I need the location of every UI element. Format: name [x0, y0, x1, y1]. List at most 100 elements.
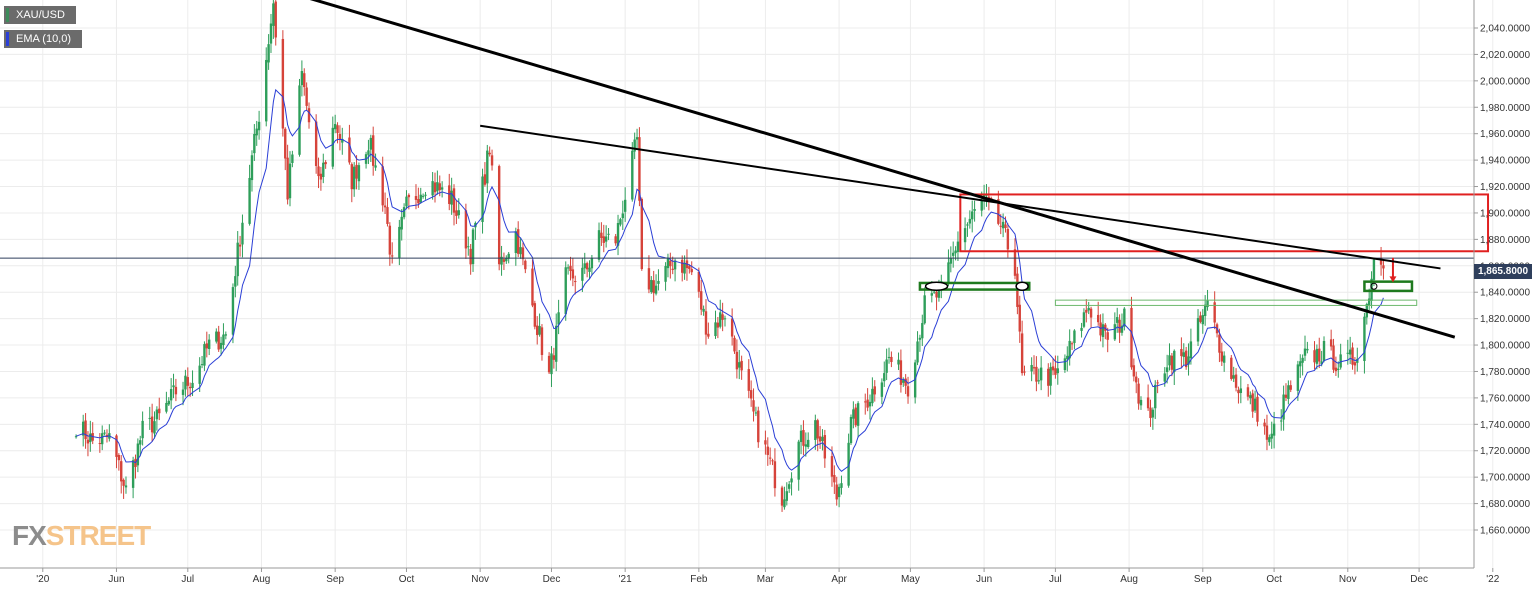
candle-body	[207, 339, 211, 349]
candle-body	[935, 291, 938, 298]
candle-body	[507, 253, 510, 259]
x-tick-label: Nov	[471, 574, 489, 585]
candle-body	[84, 420, 87, 440]
candle-body	[319, 173, 323, 180]
candle-body	[153, 421, 156, 434]
candle-body	[1272, 423, 1276, 436]
candle-body	[1356, 358, 1359, 363]
candle-body	[338, 134, 342, 141]
y-tick-label: 2,040.0000	[1480, 24, 1530, 35]
y-tick-label: 2,020.0000	[1480, 50, 1530, 61]
candle-body	[980, 199, 983, 211]
candle-body	[341, 138, 344, 143]
candle-body	[702, 308, 705, 312]
candle-body	[621, 213, 624, 219]
candle-body	[131, 460, 135, 488]
candle-body	[1070, 343, 1074, 345]
candle-body	[654, 285, 658, 294]
candle-body	[1249, 395, 1252, 399]
candle-body	[973, 209, 976, 211]
y-tick-label: 1,820.0000	[1480, 314, 1530, 325]
candle-body	[899, 360, 903, 385]
legend-indicator[interactable]: EMA (10,0)	[4, 30, 82, 48]
candle-body	[514, 231, 518, 253]
candle-body	[369, 137, 373, 150]
candle-body	[1367, 298, 1371, 306]
candle-body	[219, 342, 223, 349]
candle-body	[424, 194, 427, 196]
candle-body	[716, 322, 720, 328]
candle-body	[614, 236, 617, 244]
candle-body	[766, 446, 769, 455]
candle-body	[997, 199, 1000, 224]
candle-body	[1106, 332, 1109, 340]
support-zone	[1363, 280, 1414, 293]
candle-body	[1296, 364, 1300, 391]
candle-body	[747, 369, 750, 391]
candle-body	[623, 199, 627, 212]
x-tick-label: May	[901, 574, 920, 585]
y-tick-label: 1,920.0000	[1480, 182, 1530, 193]
candle-body	[236, 242, 239, 277]
legend-symbol[interactable]: XAU/USD	[4, 6, 76, 24]
candle-body	[583, 263, 586, 269]
candle-body	[1322, 340, 1326, 361]
candle-body	[452, 188, 456, 213]
y-tick-label: 2,000.0000	[1480, 76, 1530, 87]
candle-body	[286, 157, 289, 200]
legend-symbol-label: XAU/USD	[16, 9, 65, 21]
zone-marker	[924, 281, 949, 292]
candle-body	[357, 165, 361, 182]
candle-body	[1206, 300, 1209, 308]
candle-body	[1196, 318, 1200, 342]
candle-body	[1032, 367, 1036, 369]
candle-body	[714, 322, 717, 337]
candle-body	[883, 373, 886, 382]
candle-body	[1051, 366, 1055, 371]
candle-body	[536, 325, 539, 336]
x-tick-label: Aug	[253, 574, 271, 585]
candle-body	[291, 154, 294, 164]
candle-body	[785, 491, 789, 501]
candle-body	[519, 247, 522, 255]
candle-body	[830, 456, 834, 477]
candle-body	[1230, 357, 1233, 379]
candle-body	[464, 210, 468, 249]
candle-body	[690, 269, 693, 273]
candle-body	[1130, 307, 1133, 368]
candle-body	[1320, 361, 1323, 365]
current-price-tag: 1,865.8000	[1474, 264, 1532, 279]
candle-body	[516, 229, 520, 254]
candle-body	[419, 194, 422, 203]
x-tick-label: Jul	[1049, 574, 1062, 585]
y-tick-label: 1,780.0000	[1480, 367, 1530, 378]
candle-body	[274, 1, 277, 38]
zone-marker	[1370, 282, 1378, 290]
candle-body	[1118, 319, 1121, 333]
candle-body	[307, 108, 311, 123]
candle-body	[500, 256, 503, 265]
y-tick-label: 1,700.0000	[1480, 473, 1530, 484]
candle-body	[483, 174, 487, 185]
x-tick-label: '22	[1486, 574, 1499, 585]
candle-body	[167, 400, 170, 405]
candle-body	[1189, 341, 1193, 359]
candle-body	[305, 87, 308, 106]
candle-body	[631, 150, 634, 200]
y-tick-label: 1,680.0000	[1480, 499, 1530, 510]
y-tick-label: 1,960.0000	[1480, 129, 1530, 140]
candle-body	[966, 224, 969, 226]
candle-body	[730, 318, 734, 337]
candle-body	[783, 499, 786, 508]
candle-body	[864, 401, 867, 403]
candle-body	[139, 440, 142, 445]
candle-body	[1234, 374, 1238, 388]
candle-body	[222, 334, 225, 346]
candle-body	[540, 327, 544, 355]
candle-body	[890, 356, 893, 363]
candle-body	[773, 461, 777, 489]
candle-body	[1096, 314, 1100, 323]
x-tick-label: '21	[619, 574, 632, 585]
